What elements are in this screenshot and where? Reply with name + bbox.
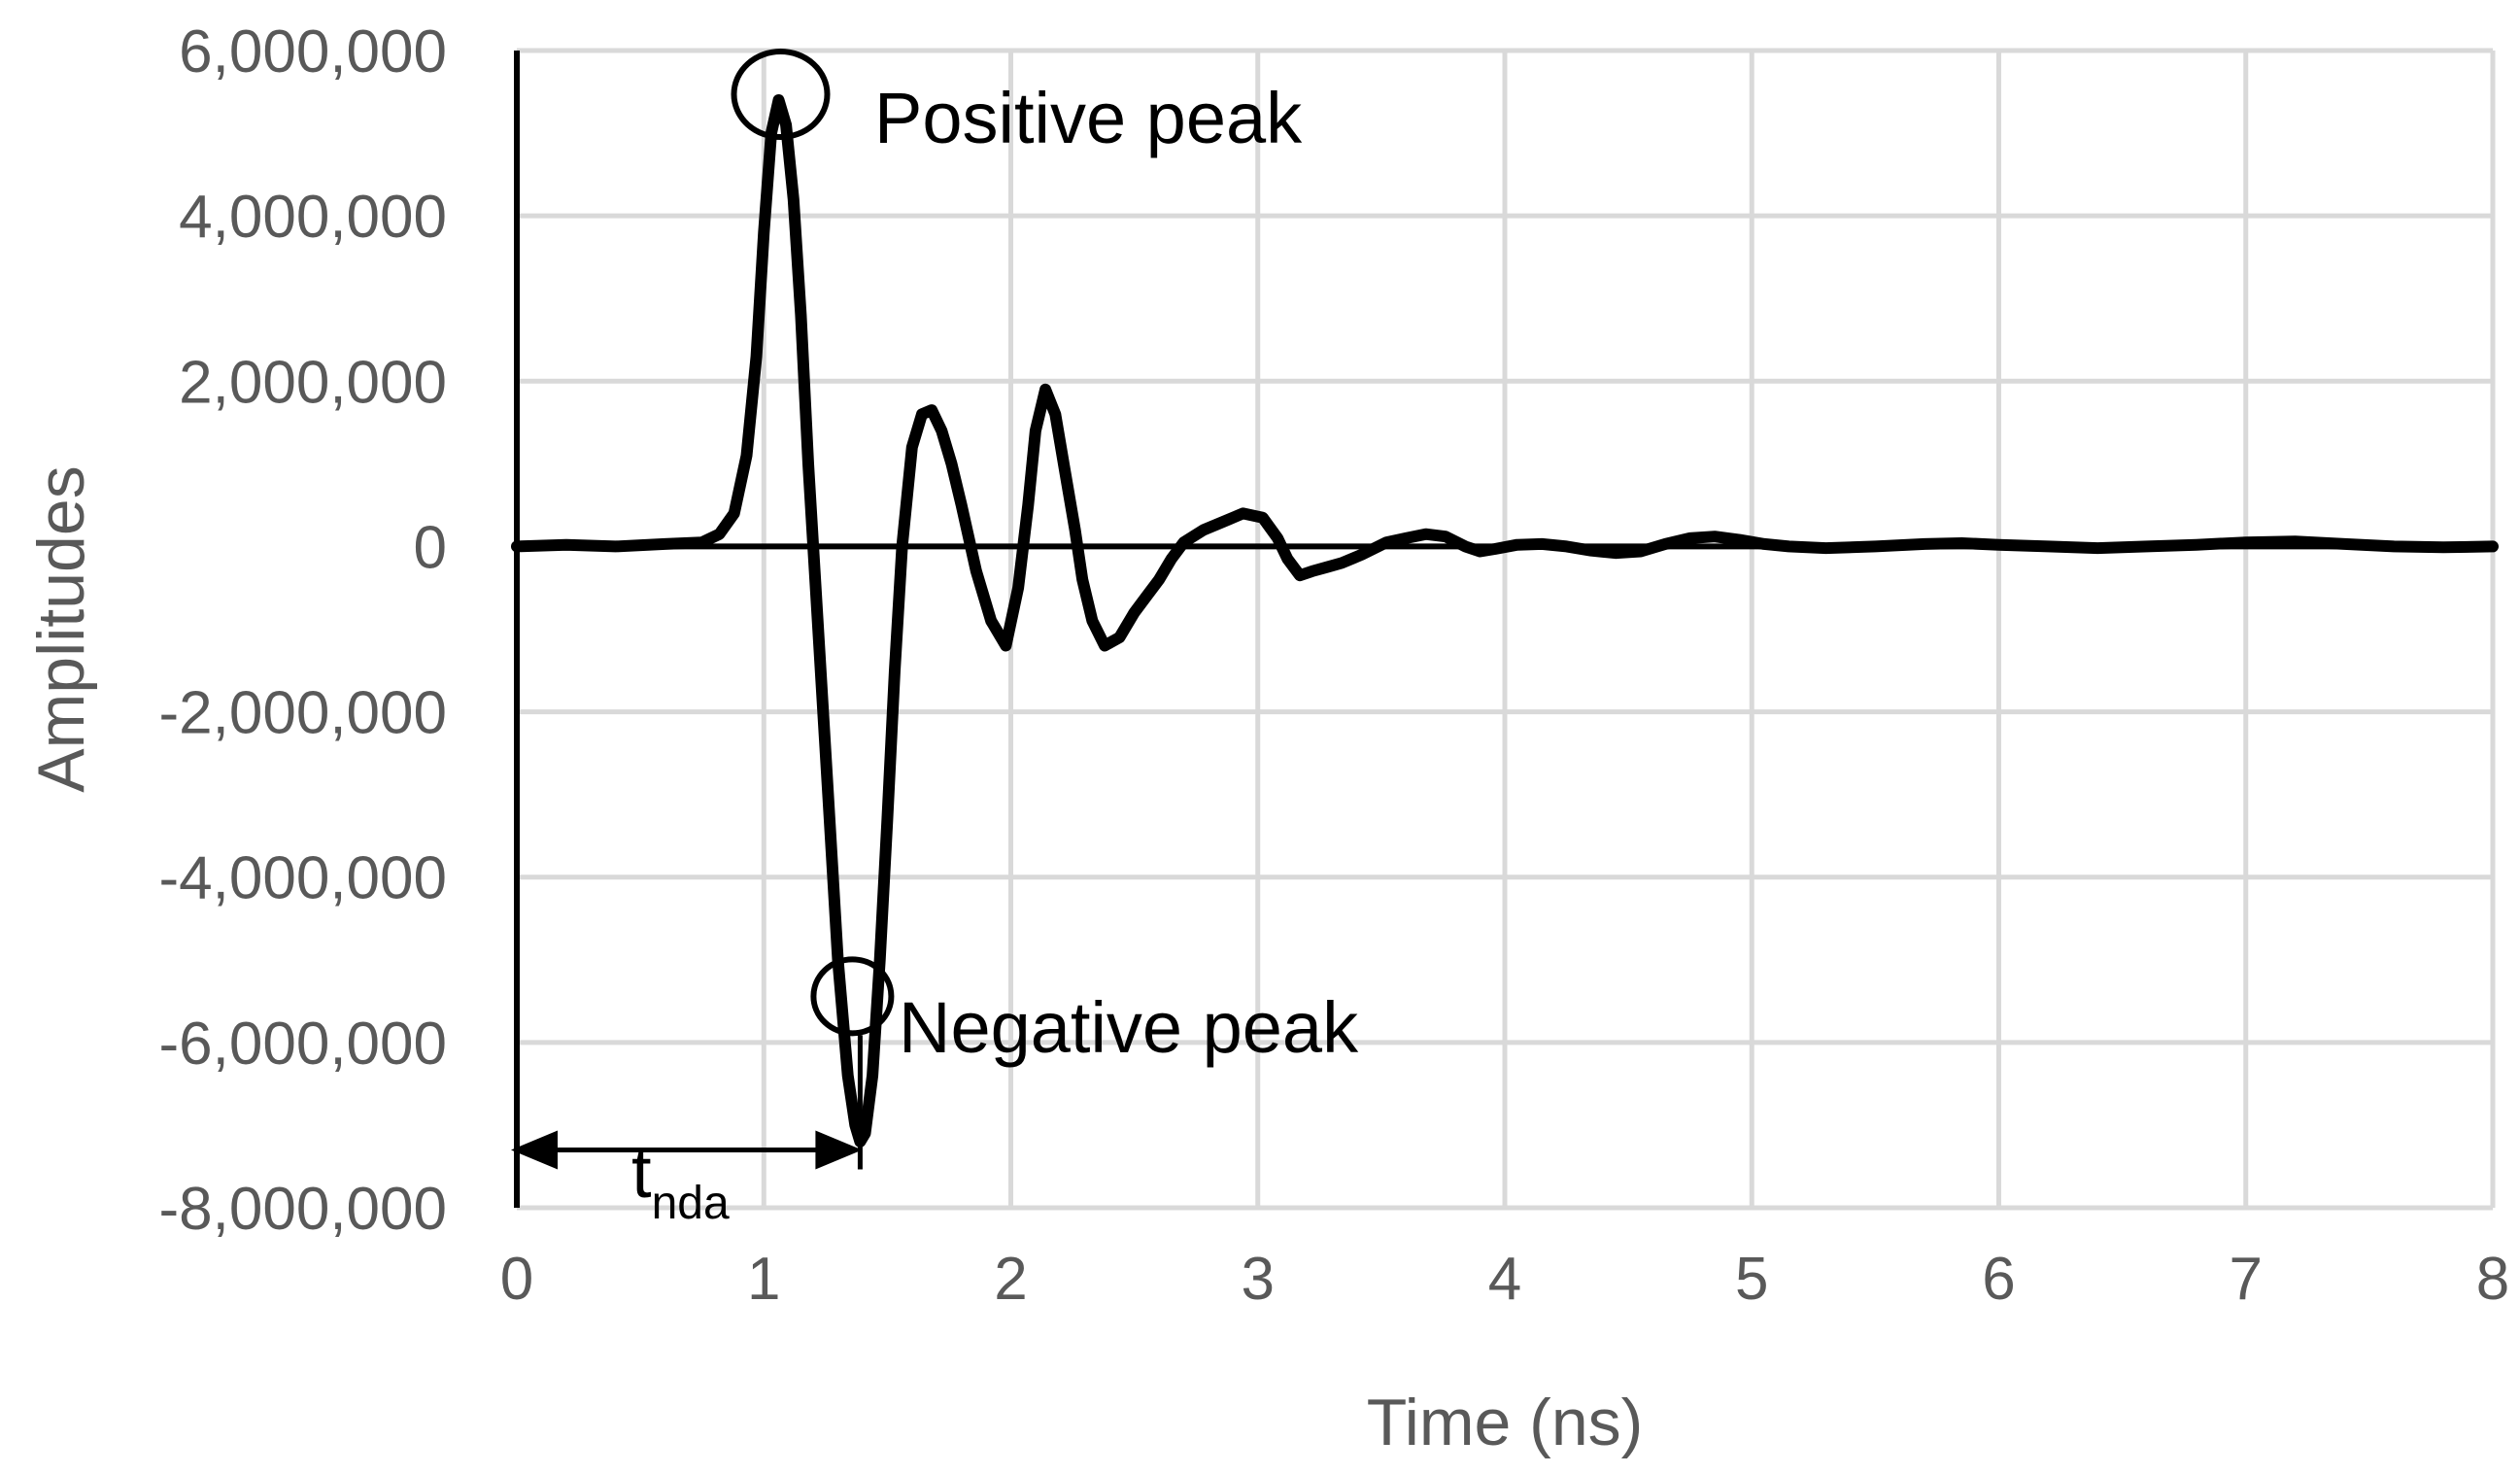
x-tick-label: 0 [500,1246,533,1313]
y-tick-label: -2,000,000 [159,680,447,747]
interval-arrowhead-left [511,1130,558,1170]
interval-label: tnda [631,1132,730,1229]
x-tick-label: 3 [1242,1246,1275,1313]
x-axis-title: Time (ns) [1367,1386,1644,1459]
y-tick-label: 4,000,000 [179,184,447,251]
negative-peak-label: Negative peak [899,987,1359,1068]
peak-annotations: Positive peak Negative peak tnda [511,49,1359,1229]
x-tick-label: 8 [2476,1246,2509,1313]
x-tick-label: 2 [994,1246,1027,1313]
y-tick-label: 0 [414,514,447,581]
y-tick-label: -8,000,000 [159,1176,447,1243]
x-tick-labels: 0 1 2 3 4 5 6 7 8 [500,1246,2509,1313]
x-tick-label: 7 [2230,1246,2263,1313]
x-tick-label: 6 [1982,1246,2015,1313]
positive-peak-marker [731,49,831,141]
vertical-gridlines [761,51,2496,1208]
y-tick-label: 2,000,000 [179,349,447,416]
y-tick-label: 6,000,000 [179,18,447,86]
positive-peak-label: Positive peak [874,78,1303,158]
y-tick-label: -4,000,000 [159,845,447,912]
signal-series-line [511,94,2499,1148]
y-tick-label: -6,000,000 [159,1011,447,1078]
negative-peak-marker [810,956,895,1037]
interval-arrowhead-right [815,1130,863,1170]
x-tick-label: 1 [747,1246,780,1313]
y-tick-labels: 6,000,000 4,000,000 2,000,000 0 -2,000,000 -4… [159,18,447,1243]
x-tick-label: 4 [1488,1246,1521,1313]
x-tick-label: 5 [1735,1246,1768,1313]
y-axis-title: Amplitudes [24,465,98,792]
